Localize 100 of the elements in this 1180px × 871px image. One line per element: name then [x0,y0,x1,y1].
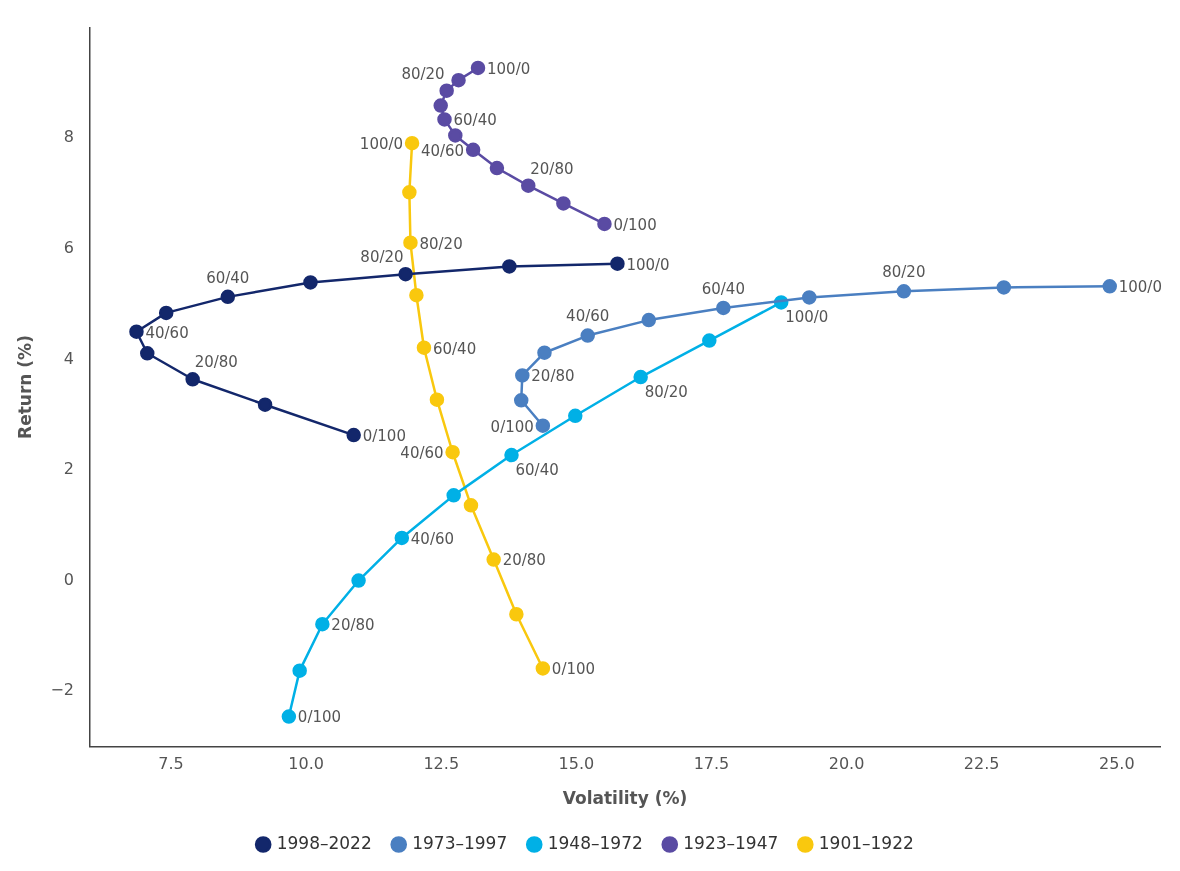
point [292,663,307,678]
point [470,60,486,76]
point [513,393,529,408]
data-label: 20/80 [331,616,375,635]
point [445,445,460,460]
point [535,661,551,676]
point [504,447,519,463]
point [641,312,657,328]
point [303,275,318,290]
point [351,573,366,588]
point [896,284,912,299]
data-label: 60/40 [701,279,745,298]
point [537,345,552,360]
data-label: 40/60 [566,307,610,326]
data-label: 80/20 [882,263,926,282]
legend-label: 1923–1947 [683,832,779,853]
x-tick-label: 17.5 [693,754,730,774]
legend-label: 1901–1922 [818,832,914,853]
y-tick-label: −2 [50,680,74,700]
point [996,280,1012,295]
point [398,266,413,282]
data-label: 60/40 [206,268,250,287]
point [451,72,466,88]
point [129,324,144,339]
point [535,418,551,433]
point [489,160,505,176]
point [346,427,361,443]
legend-label: 1948–1972 [547,832,643,853]
data-label: 100/0 [785,308,829,327]
y-axis-title: Return (%) [14,335,35,439]
y-tick-label: 6 [63,237,74,257]
data-label: 80/20 [360,248,404,267]
point [416,340,432,355]
point [140,346,155,361]
data-label: 20/80 [531,367,575,386]
y-tick-label: 0 [63,569,74,589]
point [448,128,463,143]
data-label: 60/40 [453,111,497,130]
x-tick-label: 10.0 [288,754,324,774]
y-tick-label: 4 [63,348,74,368]
point [158,305,174,321]
legend-label: 1973–1997 [412,832,508,853]
data-label: 0/100 [362,426,406,445]
point [409,287,424,303]
point [702,333,717,348]
data-label: 100/0 [359,135,404,154]
point [446,488,461,503]
point [597,216,612,232]
point [463,498,479,513]
point [802,290,817,305]
point [220,289,236,305]
x-tick-label: 15.0 [558,754,595,774]
point [568,408,583,423]
point [437,112,452,127]
data-label: 100/0 [487,59,531,78]
point [433,98,448,113]
point [439,83,454,98]
data-label: 40/60 [145,323,189,342]
x-tick-label: 12.5 [423,754,460,774]
data-label: 20/80 [194,353,238,372]
point [185,372,200,387]
point [716,300,731,316]
data-label: 80/20 [401,64,445,83]
point [429,392,445,407]
x-tick-label: 7.5 [158,754,184,774]
point [633,369,648,385]
point [402,185,417,200]
x-tick-label: 22.5 [963,754,1000,774]
point [403,235,418,250]
point [281,709,297,724]
point [521,178,536,193]
legend-label: 1998–2022 [276,832,372,853]
point [556,196,571,211]
x-tick-label: 25.0 [1098,754,1135,774]
data-label: 100/0 [1118,278,1162,297]
point [502,259,517,274]
y-tick-label: 8 [63,127,74,147]
point [404,135,420,151]
data-label: 40/60 [420,141,465,160]
point [515,368,530,383]
x-tick-label: 20.0 [828,754,865,774]
data-label: 80/20 [419,234,463,253]
data-label: 60/40 [432,339,477,358]
point [315,616,330,632]
data-label: 100/0 [626,255,670,274]
x-axis-title: Volatility (%) [562,788,688,809]
point [486,552,501,567]
point [580,328,595,343]
data-label: 40/60 [410,529,455,548]
point [509,607,524,622]
data-label: 20/80 [502,551,546,570]
point [257,397,273,412]
data-label: 0/100 [551,660,596,679]
point [610,256,625,271]
point [1102,279,1117,294]
data-label: 80/20 [644,382,688,401]
data-label: 20/80 [530,159,574,178]
data-label: 60/40 [515,460,559,479]
data-label: 0/100 [613,215,657,234]
data-label: 0/100 [297,708,342,727]
